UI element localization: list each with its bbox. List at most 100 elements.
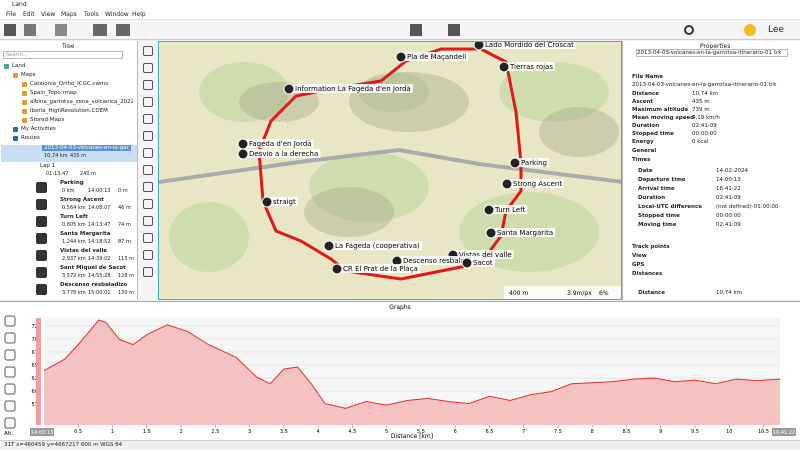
property-key: Distance [632, 91, 659, 97]
waypoint-name[interactable]: Vistas del valle [60, 248, 108, 254]
map-tool[interactable] [143, 267, 153, 277]
tree-item[interactable]: Maps [21, 72, 36, 78]
waypoint-name[interactable]: Santa Margarita [60, 231, 111, 237]
favorite-button[interactable] [744, 24, 756, 36]
graph-tool [4, 417, 16, 429]
menu-item[interactable]: Maps [61, 11, 77, 18]
label-background [341, 264, 420, 273]
search-box[interactable]: Search... [3, 51, 123, 59]
x-tick-label: 5.5 [417, 429, 425, 435]
waypoint-distance: 3,778 km [62, 290, 86, 296]
label-background [483, 42, 576, 49]
waypoint-time: 14:00:13 [88, 188, 111, 194]
tool-button[interactable] [448, 24, 460, 36]
tree-item[interactable]: albina_garrotxa_zona_volcanica_2022.rmap [30, 99, 133, 105]
property-value: 02:41:09 [716, 222, 741, 228]
map-tool[interactable] [143, 63, 153, 73]
waypoint-name[interactable]: Parking [60, 180, 84, 186]
terrain-patch [309, 152, 429, 222]
waypoint-marker [483, 204, 495, 216]
property-value: 02:41:09 [692, 123, 717, 129]
tree-item[interactable]: My Activities [21, 126, 56, 132]
label-background [293, 84, 413, 93]
map-tool[interactable] [143, 131, 153, 141]
map-label: Parking [521, 159, 547, 167]
map-tool[interactable] [143, 199, 153, 209]
hill-shade [349, 72, 469, 132]
waypoint-name[interactable]: Descenso resbaladizo [60, 282, 128, 288]
waypoint-distance: 3,572 km [62, 273, 86, 279]
tree-item[interactable]: Routes [21, 135, 40, 141]
section-header[interactable]: Times [632, 157, 651, 163]
map-tool[interactable] [143, 233, 153, 243]
menu-item[interactable]: File [6, 11, 17, 18]
waypoint-ascent: 130 m [118, 290, 135, 296]
map-tool[interactable] [143, 80, 153, 90]
waypoint-icon [36, 284, 47, 295]
section-header[interactable]: View [632, 253, 647, 259]
tool-button[interactable] [116, 24, 130, 36]
map-tool[interactable] [143, 182, 153, 192]
graph-tool [4, 383, 16, 395]
menu-item[interactable]: View [41, 11, 56, 18]
map-tool[interactable] [143, 114, 153, 124]
map-label: Fageda d'en Jordà [249, 140, 312, 148]
menu-item[interactable]: Help [132, 11, 146, 18]
start-time: 14:00:13 [31, 430, 53, 436]
x-tick-label: 6 [454, 429, 457, 435]
tree-icon [22, 82, 27, 87]
map-tool[interactable] [143, 148, 153, 158]
tree-item[interactable]: Spain_Topo.rmap [30, 90, 77, 96]
label-background [247, 139, 314, 148]
map-tool[interactable] [143, 250, 153, 260]
tool-button[interactable] [4, 24, 16, 36]
tool-button[interactable] [55, 24, 67, 36]
menu-item[interactable]: Window [105, 11, 129, 18]
section-header[interactable]: General [632, 148, 657, 154]
map-tool[interactable] [143, 165, 153, 175]
waypoint-marker [331, 263, 343, 275]
tree-item[interactable]: Iberia_HighResolution.CDEM [30, 108, 108, 114]
time-badge [772, 428, 796, 436]
waypoint-name[interactable]: Strong Ascent [60, 197, 104, 203]
map-view[interactable]: Lado Mordido del Croscat Pla de Maçandell… [158, 41, 622, 300]
menu-item[interactable]: Edit [23, 11, 35, 18]
map-tool[interactable] [143, 97, 153, 107]
label-background [519, 158, 549, 167]
waypoint-marker [323, 240, 335, 252]
map-tool[interactable] [143, 46, 153, 56]
waypoint-marker [501, 178, 513, 190]
waypoint-ascent: 74 m [118, 222, 131, 228]
section-header[interactable]: GPS [632, 262, 645, 268]
waypoint-time: 14:08:07 [88, 205, 111, 211]
section-header[interactable]: Distances [632, 271, 663, 277]
x-tick-label: 2.5 [211, 429, 219, 435]
waypoint-marker [237, 148, 249, 160]
property-value: 4,19 km/h [692, 115, 720, 121]
waypoint-name[interactable]: Turn Left [60, 214, 88, 220]
tree-item[interactable]: Land [12, 63, 26, 69]
section-header[interactable]: Track points [632, 244, 670, 250]
map-zoom: 6% [599, 290, 609, 297]
tool-button[interactable] [24, 24, 36, 36]
properties-header[interactable]: 2013-04-03-volcanes-en-la-garrotxa-itine… [636, 49, 788, 57]
menu-item[interactable]: Tools [84, 11, 99, 18]
tool-button[interactable] [93, 24, 107, 36]
search-button[interactable] [684, 25, 694, 35]
label-background [401, 256, 482, 265]
graph-title: Graphs [389, 304, 411, 311]
waypoint-name[interactable]: Sant Miquel de Sacot [60, 265, 126, 271]
tool-button[interactable] [410, 24, 422, 36]
map-tool[interactable] [143, 216, 153, 226]
lap-ascent: 240 m [80, 171, 97, 177]
user-name: Lee [768, 25, 784, 35]
map-label: Desvío a la derecha [249, 150, 318, 158]
terrain-patch [499, 62, 609, 122]
property-key: Moving time [638, 222, 677, 228]
tree-item[interactable]: Catalonia_Ortho_ICGC.cwms [30, 81, 109, 87]
map-label: CR El Prat de la Plaça [343, 265, 418, 273]
y-axis-label: Alt. [4, 431, 13, 437]
x-tick-label: 4.5 [348, 429, 356, 435]
tree-item[interactable]: Stored Maps [30, 117, 65, 123]
